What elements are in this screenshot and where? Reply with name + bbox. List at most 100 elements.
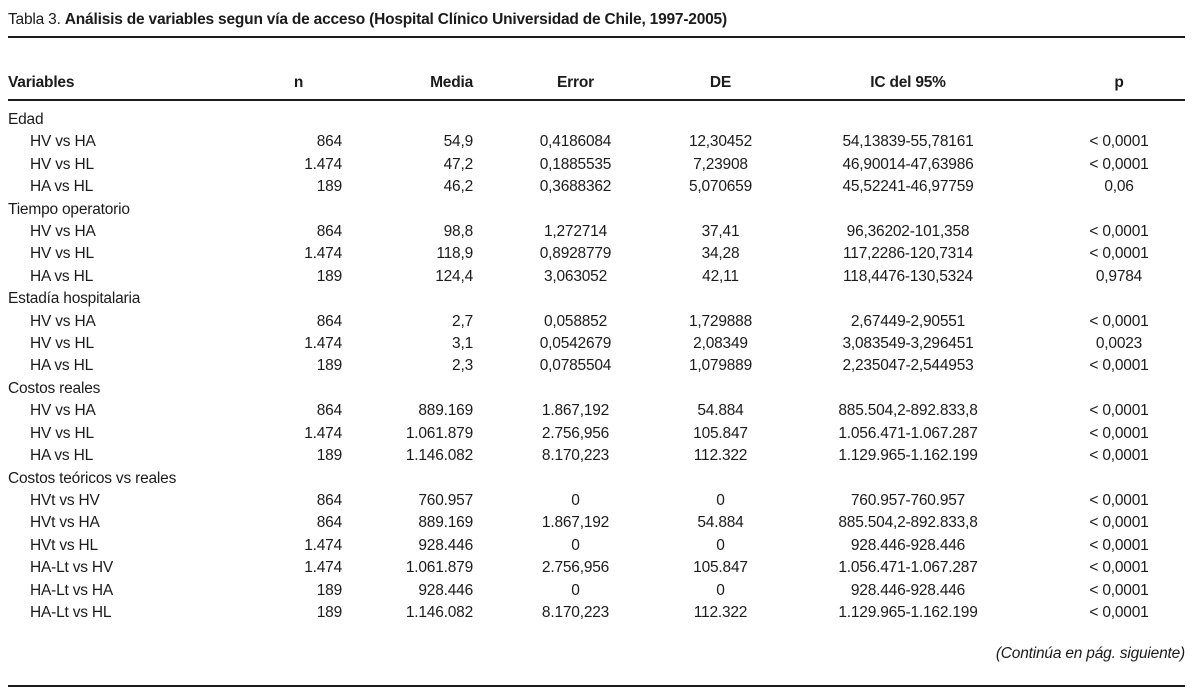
ic95-value: 45,52241-46,97759: [842, 178, 974, 196]
variable-group-label: Costos teóricos vs reales: [8, 469, 177, 487]
p-value: < 0,0001: [1089, 312, 1149, 330]
column-header-media: Media: [342, 38, 473, 101]
comparison-label: HV vs HA: [30, 133, 96, 151]
media-value: 124,4: [435, 267, 473, 285]
comparison-label: HA vs HL: [30, 267, 94, 285]
table-row: HV vs HL 1.474 1.061.879 2.756,956 105.847 1.…: [8, 423, 1185, 445]
n-value: 1.474: [304, 245, 342, 263]
n-value: 864: [316, 312, 342, 330]
media-value: 1.146.082: [405, 603, 473, 621]
p-value: < 0,0001: [1089, 245, 1149, 263]
table-row: HVt vs HA 864 889.169 1.867,192 54.884 885.50…: [8, 512, 1185, 534]
table-row: HA vs HL 189 1.146.082 8.170,223 112.322 1.12…: [8, 445, 1185, 467]
variable-group-label: Edad: [8, 111, 44, 128]
table-row: HV vs HL 1.474 47,2 0,1885535 7,23908 46,9001…: [8, 154, 1185, 176]
error-value: 0,8928779: [539, 245, 612, 263]
column-header-p: p: [1053, 38, 1185, 101]
error-value: 0: [571, 581, 580, 599]
media-value: 1.146.082: [405, 447, 473, 465]
n-value: 864: [316, 223, 342, 241]
variable-group-row: Tiempo operatorio: [8, 199, 1185, 221]
p-value: < 0,0001: [1089, 603, 1149, 621]
comparison-label: HA vs HL: [30, 447, 94, 465]
comparison-label: HV vs HL: [30, 335, 94, 353]
comparison-label: HV vs HL: [30, 245, 94, 263]
table-row: HA-Lt vs HV 1.474 1.061.879 2.756,956 105.84…: [8, 557, 1185, 579]
de-value: 5,070659: [688, 178, 753, 196]
media-value: 2,3: [452, 357, 473, 375]
table-row: HA-Lt vs HA 189 928.446 0 0 928.446-928.446 < …: [8, 580, 1185, 602]
p-value: < 0,0001: [1089, 357, 1149, 375]
media-value: 2,7: [452, 312, 473, 330]
ic95-value: 885.504,2-892.833,8: [838, 514, 978, 532]
error-value: 2.756,956: [541, 559, 610, 577]
variable-group-row: Costos teóricos vs reales: [8, 468, 1185, 490]
table-row: HA vs HL 189 46,2 0,3688362 5,070659 45,52241…: [8, 176, 1185, 198]
error-value: 0,058852: [543, 312, 608, 330]
variable-group-row: Edad: [8, 100, 1185, 131]
n-value: 1.474: [304, 155, 342, 173]
ic95-value: 118,4476-130,5324: [843, 267, 973, 285]
ic95-value: 928.446-928.446: [850, 581, 966, 599]
de-value: 34,28: [701, 245, 740, 263]
de-value: 105.847: [693, 424, 748, 442]
comparison-label: HA vs HL: [30, 357, 94, 375]
table-header: Variables n Media Error DE IC del 95% p: [8, 38, 1185, 101]
error-value: 1.867,192: [541, 402, 610, 420]
comparison-label: HVt vs HA: [30, 514, 100, 532]
media-value: 54,9: [443, 133, 474, 151]
de-value: 12,30452: [688, 133, 753, 151]
p-value: < 0,0001: [1089, 424, 1149, 442]
caption-title: Análisis de variables segun vía de acces…: [64, 11, 727, 28]
media-value: 889.169: [418, 514, 473, 532]
de-value: 7,23908: [693, 155, 748, 173]
de-value: 112.322: [693, 447, 748, 465]
table-caption: Tabla 3. Análisis de variables segun vía…: [8, 0, 1185, 38]
header-row: Variables n Media Error DE IC del 95% p: [8, 38, 1185, 101]
column-header-n: n: [255, 38, 342, 101]
analysis-table: Variables n Media Error DE IC del 95% p …: [8, 38, 1185, 624]
ic95-value: 2,235047-2,544953: [842, 357, 974, 375]
comparison-label: HA-Lt vs HV: [30, 559, 114, 577]
ic95-value: 928.446-928.446: [850, 536, 966, 554]
table-row: HA vs HL 189 124,4 3,063052 42,11 118,4476-13…: [8, 266, 1185, 288]
de-value: 2,08349: [693, 335, 748, 353]
comparison-label: HA-Lt vs HL: [30, 603, 112, 621]
p-value: 0,0023: [1095, 335, 1143, 353]
continuation-note: (Continúa en pág. siguiente): [995, 645, 1185, 663]
p-value: < 0,0001: [1089, 536, 1149, 554]
table-row: HV vs HL 1.474 3,1 0,0542679 2,08349 3,083549…: [8, 333, 1185, 355]
ic95-value: 96,36202-101,358: [846, 223, 970, 241]
table-row: HV vs HA 864 54,9 0,4186084 12,30452 54,13839…: [8, 131, 1185, 153]
p-value: < 0,0001: [1089, 155, 1149, 173]
media-value: 928.446: [418, 581, 473, 599]
media-value: 47,2: [443, 155, 474, 173]
n-value: 864: [316, 514, 342, 532]
ic95-value: 1.056.471-1.067.287: [838, 424, 978, 442]
error-value: 1,272714: [543, 223, 608, 241]
variable-group-label: Costos reales: [8, 379, 101, 397]
column-header-de: DE: [678, 38, 763, 101]
p-value: < 0,0001: [1089, 223, 1149, 241]
de-value: 1,729888: [688, 312, 753, 330]
de-value: 42,11: [702, 267, 739, 285]
n-value: 189: [316, 267, 342, 285]
variable-group-row: Costos reales: [8, 378, 1185, 400]
error-value: 0,4186084: [539, 133, 612, 151]
p-value: < 0,0001: [1089, 402, 1149, 420]
error-value: 8.170,223: [541, 447, 610, 465]
table-row: HVt vs HV 864 760.957 0 0 760.957-760.957 < 0,…: [8, 490, 1185, 512]
table-row: HV vs HA 864 889.169 1.867,192 54.884 885.504…: [8, 400, 1185, 422]
ic95-value: 46,90014-47,63986: [842, 155, 974, 173]
comparison-label: HV vs HL: [30, 424, 94, 442]
error-value: 0,1885535: [539, 155, 612, 173]
caption-prefix: Tabla 3.: [8, 11, 65, 28]
comparison-label: HVt vs HL: [30, 536, 98, 554]
comparison-label: HV vs HL: [30, 155, 94, 173]
de-value: 0: [716, 491, 725, 509]
ic95-value: 117,2286-120,7314: [843, 245, 973, 263]
error-value: 3,063052: [543, 267, 608, 285]
error-value: 0: [571, 536, 580, 554]
de-value: 1,079889: [688, 357, 753, 375]
